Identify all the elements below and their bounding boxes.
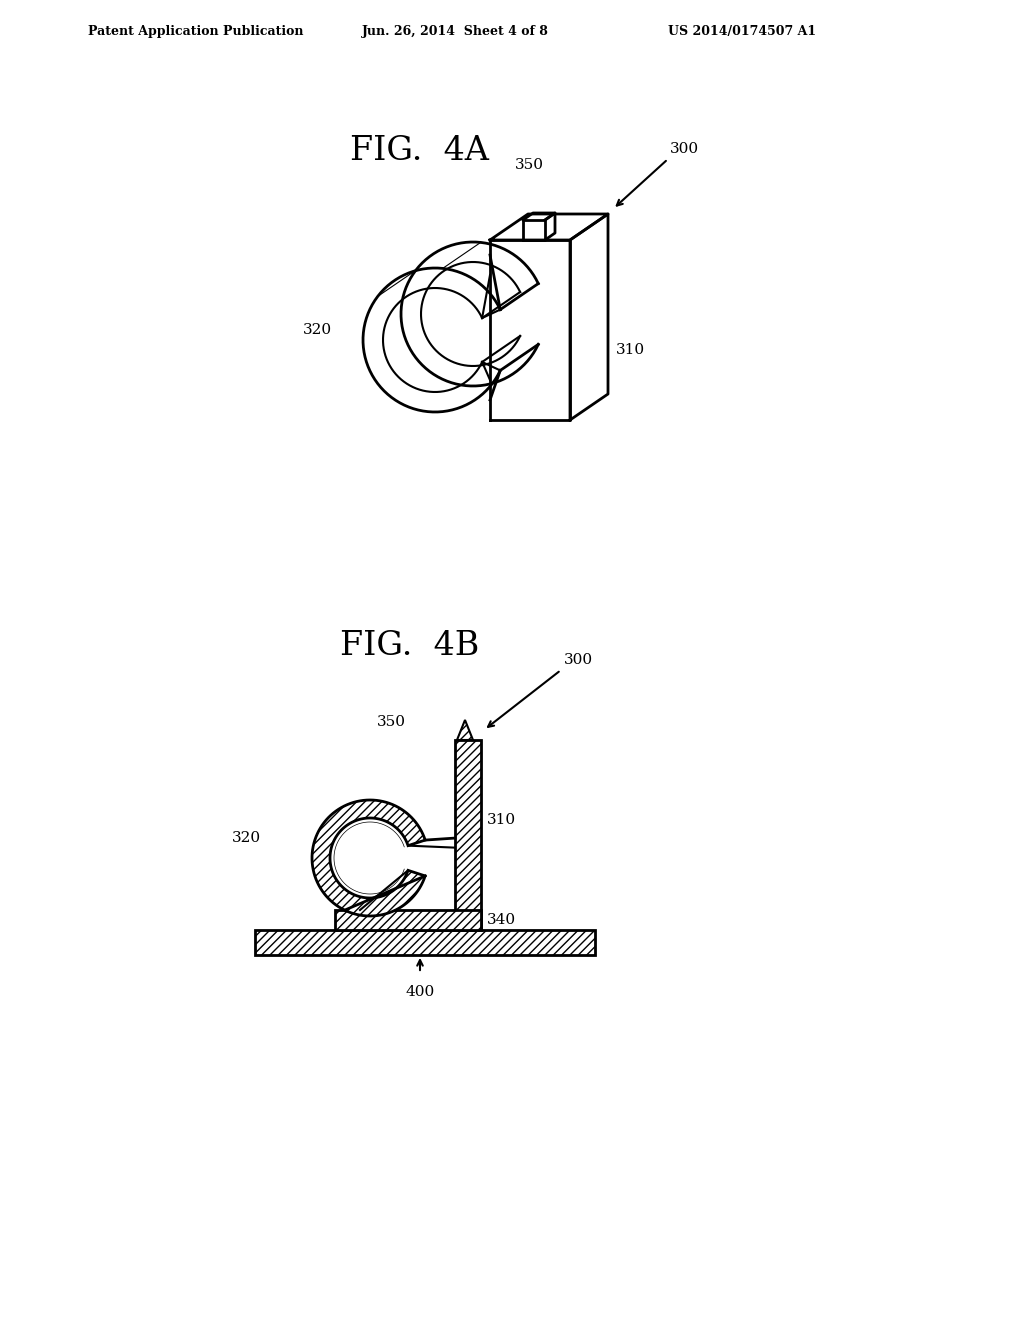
Text: 320: 320: [303, 323, 332, 337]
Text: FIG.  4A: FIG. 4A: [350, 135, 489, 168]
Text: 400: 400: [406, 985, 434, 999]
Polygon shape: [255, 931, 595, 954]
Polygon shape: [312, 800, 425, 916]
Polygon shape: [457, 719, 473, 741]
Text: 350: 350: [377, 715, 406, 729]
Text: 310: 310: [487, 813, 516, 828]
Text: Jun. 26, 2014  Sheet 4 of 8: Jun. 26, 2014 Sheet 4 of 8: [362, 25, 549, 38]
Text: Patent Application Publication: Patent Application Publication: [88, 25, 303, 38]
Text: 340: 340: [487, 913, 516, 927]
Text: 300: 300: [670, 143, 699, 156]
Text: 300: 300: [564, 653, 593, 667]
Polygon shape: [335, 909, 481, 931]
Text: FIG.  4B: FIG. 4B: [340, 630, 479, 663]
Text: 310: 310: [616, 343, 645, 356]
Text: 350: 350: [515, 158, 544, 172]
Text: 320: 320: [232, 832, 261, 845]
Text: US 2014/0174507 A1: US 2014/0174507 A1: [668, 25, 816, 38]
Polygon shape: [455, 741, 481, 931]
